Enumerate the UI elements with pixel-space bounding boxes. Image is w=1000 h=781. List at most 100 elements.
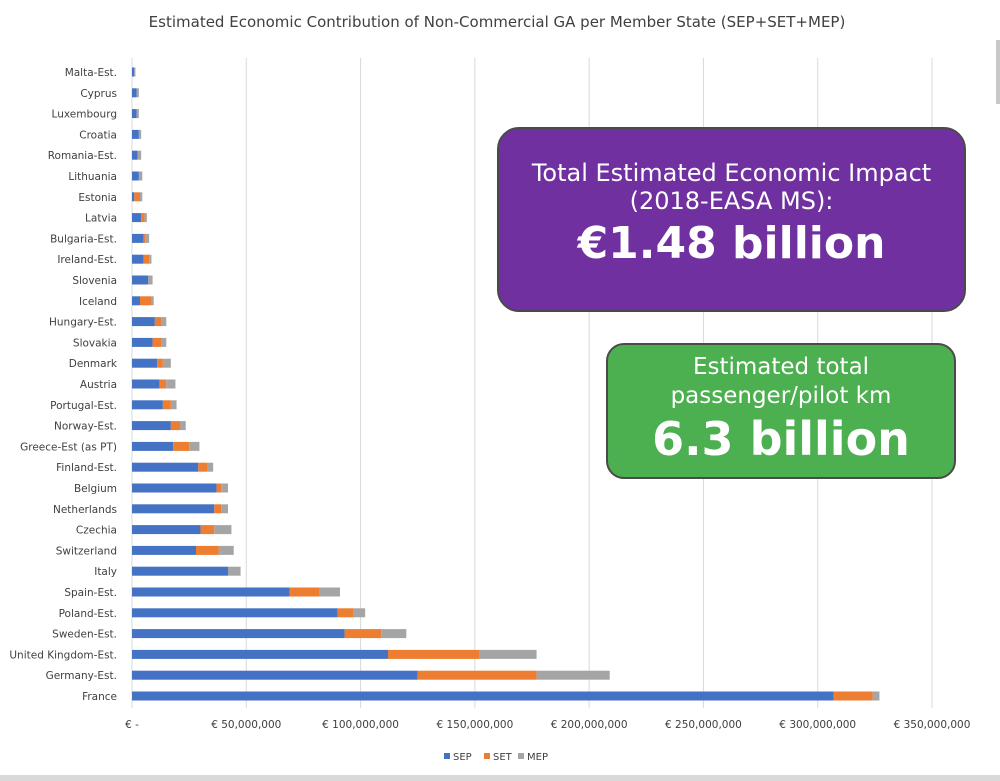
bar-set-20 bbox=[216, 483, 222, 493]
bar-sep-16 bbox=[132, 400, 163, 410]
legend-label-sep: SEP bbox=[453, 752, 472, 763]
x-tick-label-5: € 250,000,000 bbox=[665, 719, 742, 731]
bar-sep-30 bbox=[132, 691, 834, 701]
bar-set-16 bbox=[162, 400, 171, 410]
category-label-11: Iceland bbox=[79, 296, 117, 308]
bar-mep-23 bbox=[218, 545, 234, 555]
bar-mep-0 bbox=[134, 67, 136, 77]
bar-mep-20 bbox=[221, 483, 228, 493]
legend-swatch-set bbox=[484, 753, 490, 759]
bar-sep-17 bbox=[132, 421, 171, 431]
x-tick-label-4: € 200,000,000 bbox=[551, 719, 628, 731]
bar-mep-24 bbox=[228, 566, 241, 576]
impact-callout-value: €1.48 billion bbox=[577, 218, 886, 269]
bar-mep-12 bbox=[161, 317, 167, 327]
bar-mep-29 bbox=[536, 670, 610, 680]
distance-callout-line2: passenger/pilot km bbox=[670, 383, 892, 409]
bar-mep-8 bbox=[145, 233, 150, 243]
bar-mep-16 bbox=[170, 400, 177, 410]
bar-set-19 bbox=[198, 462, 208, 472]
bar-set-28 bbox=[388, 649, 480, 659]
distance-callout-value: 6.3 billion bbox=[652, 412, 910, 466]
bar-sep-19 bbox=[132, 462, 199, 472]
category-label-18: Greece-Est (as PT) bbox=[20, 441, 117, 453]
bar-sep-20 bbox=[132, 483, 217, 493]
bar-mep-2 bbox=[136, 109, 139, 119]
bar-sep-21 bbox=[132, 504, 215, 514]
bar-sep-10 bbox=[132, 275, 148, 285]
bar-sep-23 bbox=[132, 545, 196, 555]
bar-set-27 bbox=[344, 629, 382, 639]
bar-mep-15 bbox=[166, 379, 176, 389]
bar-set-29 bbox=[417, 670, 537, 680]
economic-impact-callout: Total Estimated Economic Impact (2018-EA… bbox=[497, 127, 966, 312]
bar-mep-26 bbox=[353, 608, 366, 618]
bar-sep-26 bbox=[132, 608, 338, 618]
bar-mep-27 bbox=[381, 629, 407, 639]
bar-mep-14 bbox=[162, 358, 171, 368]
x-tick-label-7: € 350,000,000 bbox=[894, 719, 971, 731]
category-label-6: Estonia bbox=[78, 192, 117, 204]
category-label-13: Slovakia bbox=[73, 337, 117, 349]
category-label-9: Ireland-Est. bbox=[57, 254, 117, 266]
bar-mep-19 bbox=[207, 462, 214, 472]
bar-set-11 bbox=[140, 296, 152, 306]
bar-sep-24 bbox=[132, 566, 228, 576]
category-label-8: Bulgaria-Est. bbox=[50, 233, 117, 245]
category-label-24: Italy bbox=[94, 566, 117, 578]
category-label-28: United Kingdom-Est. bbox=[9, 649, 117, 661]
bar-mep-9 bbox=[149, 254, 152, 264]
passenger-km-callout: Estimated total passenger/pilot km 6.3 b… bbox=[606, 343, 956, 479]
x-tick-label-1: € 50,000,000 bbox=[211, 719, 281, 731]
bar-sep-4 bbox=[132, 150, 138, 160]
bar-set-8 bbox=[143, 233, 146, 243]
x-axis-tick-labels: € - € 50,000,000 € 100,000,000 € 150,000,00… bbox=[125, 719, 970, 731]
bar-set-18 bbox=[173, 441, 190, 451]
bar-sep-5 bbox=[132, 171, 139, 181]
category-label-23: Switzerland bbox=[56, 545, 117, 557]
category-label-19: Finland-Est. bbox=[56, 462, 117, 474]
category-label-15: Austria bbox=[80, 379, 117, 391]
bar-mep-25 bbox=[319, 587, 340, 597]
x-tick-label-3: € 150,000,000 bbox=[436, 719, 513, 731]
bar-sep-7 bbox=[132, 213, 142, 223]
bar-sep-1 bbox=[132, 88, 137, 98]
bar-mep-28 bbox=[479, 649, 537, 659]
bar-sep-6 bbox=[132, 192, 135, 202]
bar-set-25 bbox=[289, 587, 320, 597]
category-label-29: Germany-Est. bbox=[46, 670, 117, 682]
bar-sep-25 bbox=[132, 587, 290, 597]
impact-callout-line1: Total Estimated Economic Impact bbox=[531, 159, 932, 187]
category-label-17: Norway-Est. bbox=[54, 421, 117, 433]
bar-set-26 bbox=[337, 608, 354, 618]
bar-sep-8 bbox=[132, 233, 144, 243]
category-label-25: Spain-Est. bbox=[64, 587, 117, 599]
distance-callout-line1: Estimated total bbox=[692, 354, 870, 380]
category-label-1: Cyprus bbox=[80, 88, 117, 100]
bar-sep-27 bbox=[132, 629, 345, 639]
category-label-0: Malta-Est. bbox=[65, 67, 117, 79]
bar-sep-0 bbox=[132, 67, 135, 77]
x-tick-label-0: € - bbox=[125, 719, 139, 731]
bar-mep-1 bbox=[136, 88, 139, 98]
category-labels: Malta-Est. Cyprus Luxembourg Croatia Romania… bbox=[9, 67, 118, 703]
legend-swatch-mep bbox=[518, 753, 524, 759]
bar-mep-21 bbox=[221, 504, 228, 514]
window-edge-bottom bbox=[0, 775, 1000, 781]
bar-sep-29 bbox=[132, 670, 418, 680]
category-label-30: France bbox=[82, 691, 117, 703]
bar-set-17 bbox=[170, 421, 180, 431]
chart-title: Estimated Economic Contribution of Non-C… bbox=[149, 13, 846, 31]
category-label-10: Slovenia bbox=[72, 275, 117, 287]
bar-set-9 bbox=[143, 254, 150, 264]
bars bbox=[132, 67, 880, 701]
category-label-27: Sweden-Est. bbox=[52, 629, 117, 641]
bar-mep-4 bbox=[137, 150, 142, 160]
bar-sep-12 bbox=[132, 317, 155, 327]
bar-mep-10 bbox=[148, 275, 153, 285]
category-label-22: Czechia bbox=[76, 525, 117, 537]
bar-set-6 bbox=[134, 192, 140, 202]
bar-sep-15 bbox=[132, 379, 160, 389]
bar-sep-9 bbox=[132, 254, 144, 264]
